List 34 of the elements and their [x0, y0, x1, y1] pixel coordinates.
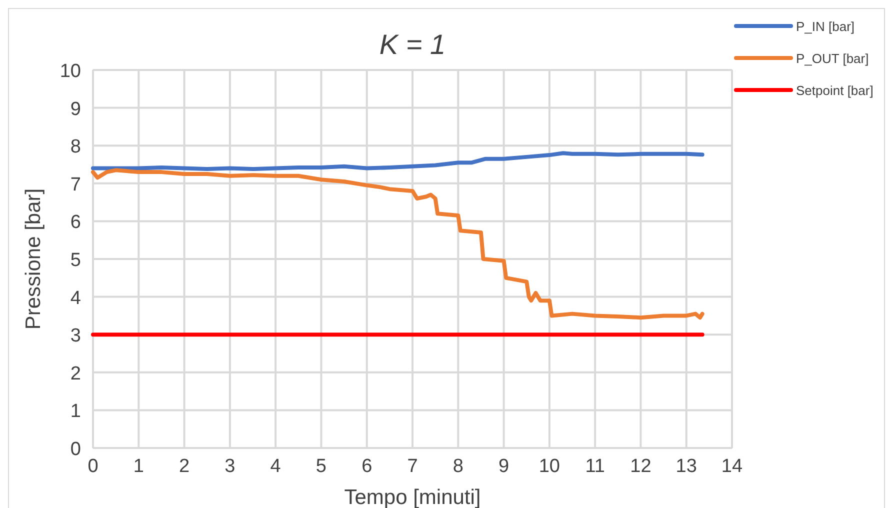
- y-tick-label: 8: [70, 136, 81, 158]
- x-tick-label: 8: [452, 456, 464, 477]
- x-tick-label: 13: [676, 456, 697, 477]
- x-tick-label: 10: [538, 456, 560, 477]
- x-tick-label: 1: [133, 456, 144, 477]
- x-tick-label: 5: [316, 456, 327, 477]
- x-tick-label: 3: [224, 456, 236, 477]
- y-tick-label: 6: [70, 212, 81, 234]
- y-tick-label: 1: [70, 401, 81, 422]
- y-tick-label: 4: [70, 288, 82, 309]
- x-tick-label: 11: [585, 456, 605, 477]
- y-tick-label: 2: [70, 363, 81, 384]
- y-tick-label: 7: [70, 174, 81, 196]
- y-tick-label: 0: [70, 439, 81, 460]
- chart-title: K = 1: [379, 29, 446, 60]
- x-tick-label: 7: [407, 456, 418, 477]
- x-tick-label: 14: [721, 456, 743, 477]
- x-tick-label: 12: [630, 456, 652, 477]
- legend-label: P_IN [bar]: [796, 19, 855, 34]
- x-tick-label: 0: [88, 456, 98, 477]
- y-axis-title: Pressione [bar]: [22, 188, 45, 330]
- line-series: [91, 151, 704, 172]
- legend-label: P_OUT [bar]: [796, 51, 869, 66]
- y-tick-label: 10: [60, 61, 81, 82]
- x-tick-label: 2: [178, 456, 190, 477]
- x-tick-label: 4: [270, 456, 282, 477]
- y-tick-label: 9: [70, 98, 81, 120]
- y-tick-label: 3: [70, 326, 81, 347]
- x-axis-title: Tempo [minuti]: [344, 486, 481, 508]
- y-tick-label: 5: [70, 250, 81, 271]
- x-tick-label: 9: [498, 456, 510, 477]
- line-series: [91, 168, 704, 320]
- x-tick-label: 6: [362, 456, 372, 477]
- legend-label: Setpoint [bar]: [796, 83, 874, 98]
